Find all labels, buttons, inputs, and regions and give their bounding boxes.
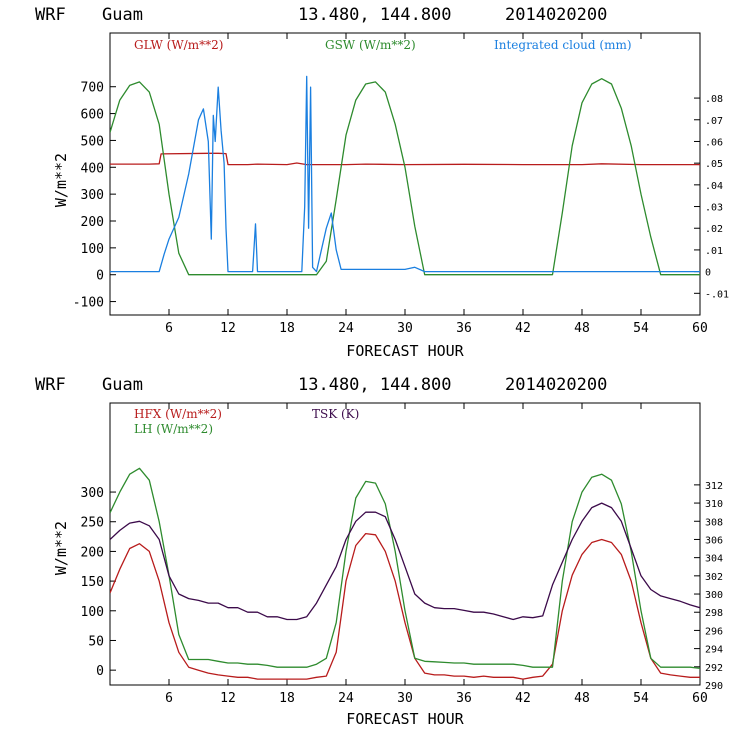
bot-y2-tick-label-8: 306 bbox=[705, 535, 723, 546]
top-y2-tick-label-1: 0 bbox=[705, 268, 711, 279]
top-legend-glw: GLW (W/m**2) bbox=[134, 38, 223, 52]
top-y-tick-label-5: 400 bbox=[81, 161, 104, 176]
top-x-tick-label-7: 48 bbox=[574, 321, 590, 336]
top-series-line-0 bbox=[110, 152, 700, 166]
top-y2-tick-label-7: .06 bbox=[705, 137, 723, 148]
top-y2-tick-label-8: .07 bbox=[705, 116, 723, 127]
top-chart: WRF Guam 13.480, 144.800 2014020200 GLW … bbox=[35, 5, 729, 360]
bottom-series bbox=[110, 467, 700, 680]
bottom-header-model: WRF bbox=[35, 375, 66, 395]
top-x-label: FORECAST HOUR bbox=[346, 342, 464, 360]
bot-series-line-1 bbox=[110, 467, 700, 670]
bot-y2-tick-label-0: 290 bbox=[705, 681, 723, 692]
bottom-header-date: 2014020200 bbox=[505, 375, 607, 395]
bot-x-tick-label-9: 60 bbox=[692, 691, 708, 706]
top-x-tick-label-6: 42 bbox=[515, 321, 531, 336]
bot-y-tick-label-0: 0 bbox=[96, 664, 104, 679]
bot-series-line-2 bbox=[110, 502, 700, 621]
bottom-legend-lh: LH (W/m**2) bbox=[134, 422, 213, 436]
bot-x-tick-label-7: 48 bbox=[574, 691, 590, 706]
top-y2-tick-label-6: .05 bbox=[705, 159, 723, 170]
top-x-tick-label-8: 54 bbox=[633, 321, 649, 336]
bot-x-tick-label-0: 6 bbox=[165, 691, 173, 706]
bot-y-tick-label-6: 300 bbox=[81, 486, 104, 501]
top-legend-gsw: GSW (W/m**2) bbox=[325, 38, 416, 52]
bot-x-tick-label-4: 30 bbox=[397, 691, 413, 706]
bot-y2-tick-label-11: 312 bbox=[705, 481, 723, 492]
top-x-tick-label-9: 60 bbox=[692, 321, 708, 336]
bot-y2-tick-label-9: 308 bbox=[705, 517, 723, 528]
top-y-tick-label-6: 500 bbox=[81, 134, 104, 149]
top-x-tick-label-3: 24 bbox=[338, 321, 354, 336]
bot-x-tick-label-2: 18 bbox=[279, 691, 295, 706]
top-y2-tick-label-5: .04 bbox=[705, 181, 723, 192]
top-y-ticks: -100 0 100 200 300 400 500 600 700 bbox=[73, 81, 116, 311]
bot-y2-tick-label-4: 298 bbox=[705, 608, 723, 619]
top-x-tick-label-4: 30 bbox=[397, 321, 413, 336]
bot-y2-tick-label-6: 302 bbox=[705, 572, 723, 583]
bottom-y-ticks: 0 50 100 150 200 250 300 bbox=[81, 486, 116, 679]
bot-y-tick-label-5: 250 bbox=[81, 516, 104, 531]
top-y-tick-label-3: 200 bbox=[81, 215, 104, 230]
top-y-tick-label-2: 100 bbox=[81, 242, 104, 257]
top-x-tick-label-2: 18 bbox=[279, 321, 295, 336]
bottom-legend-tsk: TSK (K) bbox=[312, 407, 359, 421]
top-y2-tick-label-3: .02 bbox=[705, 224, 723, 235]
top-y2-tick-label-9: .08 bbox=[705, 94, 723, 105]
bot-y2-tick-label-1: 292 bbox=[705, 663, 723, 674]
top-x-tick-label-5: 36 bbox=[456, 321, 472, 336]
bot-y2-tick-label-2: 294 bbox=[705, 645, 723, 656]
top-y2-ticks: -.01 0 .01 .02 .03 .04 .05 .06 .07 .08 bbox=[694, 94, 729, 300]
top-y-tick-label-4: 300 bbox=[81, 188, 104, 203]
top-series bbox=[110, 75, 700, 276]
top-header-model: WRF bbox=[35, 5, 66, 25]
bot-x-tick-label-1: 12 bbox=[220, 691, 236, 706]
bottom-x-ticks: 6 12 18 24 30 36 42 48 54 60 bbox=[165, 403, 708, 706]
bot-y2-tick-label-7: 304 bbox=[705, 554, 723, 565]
top-series-line-1 bbox=[110, 78, 700, 276]
bot-x-tick-label-5: 36 bbox=[456, 691, 472, 706]
top-plot-frame bbox=[109, 32, 701, 316]
bottom-y2-ticks: 290 292 294 296 298 300 302 304 306 308 310 312 bbox=[694, 481, 723, 692]
top-y2-tick-label-4: .03 bbox=[705, 203, 723, 214]
top-x-ticks: 6 12 18 24 30 36 42 48 54 60 bbox=[165, 33, 708, 336]
bottom-chart: WRF Guam 13.480, 144.800 2014020200 HFX … bbox=[35, 375, 723, 728]
bot-y-tick-label-3: 150 bbox=[81, 575, 104, 590]
bot-x-tick-label-6: 42 bbox=[515, 691, 531, 706]
top-series-line-2 bbox=[110, 75, 700, 273]
top-y-tick-label-7: 600 bbox=[81, 108, 104, 123]
bot-y-tick-label-2: 100 bbox=[81, 605, 104, 620]
top-header-date: 2014020200 bbox=[505, 5, 607, 25]
top-y-tick-label-1: 0 bbox=[96, 269, 104, 284]
bot-y2-tick-label-10: 310 bbox=[705, 499, 723, 510]
bot-x-tick-label-8: 54 bbox=[633, 691, 649, 706]
bottom-header-coords: 13.480, 144.800 bbox=[298, 375, 452, 395]
top-header-site: Guam bbox=[102, 5, 143, 25]
bottom-legend-hfx: HFX (W/m**2) bbox=[134, 407, 222, 421]
top-y2-tick-label-0: -.01 bbox=[705, 289, 729, 300]
bot-y2-tick-label-3: 296 bbox=[705, 626, 723, 637]
top-y-tick-label-8: 700 bbox=[81, 81, 104, 96]
bottom-y-label: W/m**2 bbox=[52, 521, 70, 575]
top-x-tick-label-1: 12 bbox=[220, 321, 236, 336]
top-y-label: W/m**2 bbox=[52, 153, 70, 207]
bot-y2-tick-label-5: 300 bbox=[705, 590, 723, 601]
bot-series-line-0 bbox=[110, 532, 700, 680]
top-x-tick-label-0: 6 bbox=[165, 321, 173, 336]
top-y-tick-label-0: -100 bbox=[73, 296, 104, 311]
bot-y-tick-label-4: 200 bbox=[81, 545, 104, 560]
bottom-x-label: FORECAST HOUR bbox=[346, 710, 464, 728]
bottom-plot-frame bbox=[109, 402, 701, 686]
bot-x-tick-label-3: 24 bbox=[338, 691, 354, 706]
bottom-header-site: Guam bbox=[102, 375, 143, 395]
top-header-coords: 13.480, 144.800 bbox=[298, 5, 452, 25]
top-y2-tick-label-2: .01 bbox=[705, 246, 723, 257]
top-legend-cloud: Integrated cloud (mm) bbox=[494, 38, 632, 52]
bot-y-tick-label-1: 50 bbox=[88, 634, 104, 649]
